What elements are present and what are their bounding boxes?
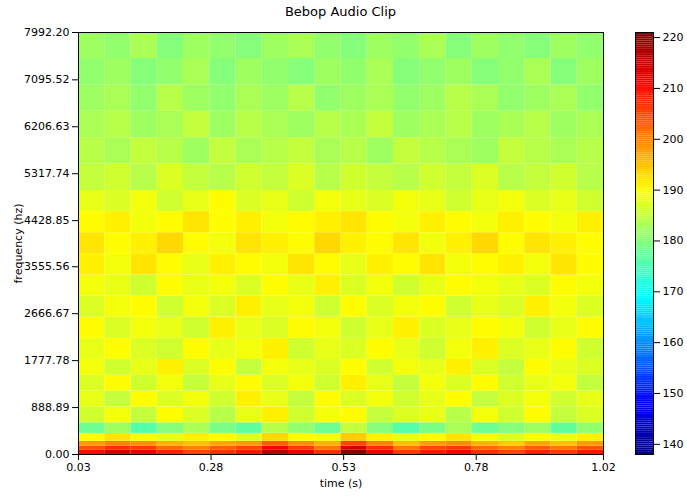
svg-text:180: 180 <box>663 234 684 247</box>
svg-text:0.03: 0.03 <box>66 461 91 474</box>
svg-text:160: 160 <box>663 336 684 349</box>
svg-text:6206.63: 6206.63 <box>24 120 70 133</box>
svg-text:time (s): time (s) <box>320 477 363 490</box>
svg-text:frequency (hz): frequency (hz) <box>12 204 25 284</box>
svg-text:150: 150 <box>663 387 684 400</box>
svg-text:1777.78: 1777.78 <box>24 354 70 367</box>
svg-text:7992.20: 7992.20 <box>24 26 70 39</box>
svg-text:3555.56: 3555.56 <box>24 260 70 273</box>
html-text:Bebop Audio Clip: Bebop Audio Clip <box>284 4 397 19</box>
svg-text:220: 220 <box>663 31 684 44</box>
svg-text:4428.85: 4428.85 <box>24 214 70 227</box>
svg-text:2666.67: 2666.67 <box>24 307 70 320</box>
svg-text:0.28: 0.28 <box>199 461 224 474</box>
svg-text:200: 200 <box>663 133 684 146</box>
svg-text:0.53: 0.53 <box>331 461 356 474</box>
svg-text:140: 140 <box>663 438 684 451</box>
svg-text:7095.52: 7095.52 <box>24 73 70 86</box>
svg-text:190: 190 <box>663 184 684 197</box>
svg-text:210: 210 <box>663 82 684 95</box>
svg-text:5317.74: 5317.74 <box>24 167 70 180</box>
svg-text:888.89: 888.89 <box>31 401 70 414</box>
svg-text:170: 170 <box>663 285 684 298</box>
svg-text:1.02: 1.02 <box>591 461 616 474</box>
svg-text:0.00: 0.00 <box>45 448 70 461</box>
svg-text:0.78: 0.78 <box>464 461 489 474</box>
